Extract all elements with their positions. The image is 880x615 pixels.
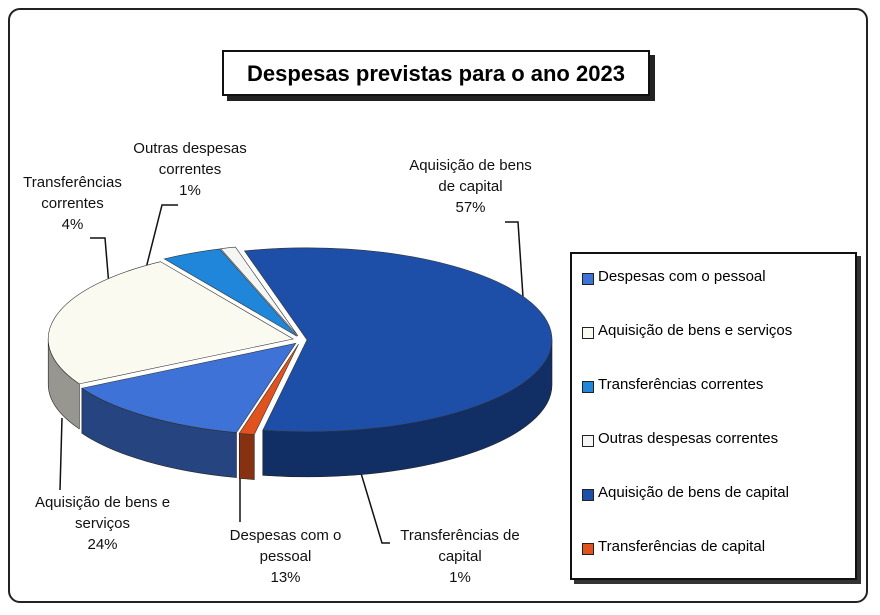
data-label: Aquisição de bens e serviços 24% [20,492,185,555]
data-label-name: Aquisição de bens e serviços [34,494,171,532]
data-label: Transferências correntes 4% [10,172,135,235]
data-label-value: 13% [270,569,301,586]
legend-label: Despesas com o pessoal [598,268,766,285]
slice-tops [47,246,553,435]
slice [163,248,298,337]
chart-title: Despesas previstas para o ano 2023 [222,50,650,96]
data-label: Despesas com o pessoal 13% [218,525,353,588]
data-label: Outras despesas correntes 1% [120,138,260,201]
legend-item: Transferências correntes [572,376,855,430]
data-label-name: Outras despesas correntes [133,140,247,178]
slice [47,261,295,385]
data-label-name: Despesas com o pessoal [229,527,342,565]
legend-label: Transferências correntes [598,376,764,393]
chart-frame [8,8,868,603]
data-label-value: 24% [87,536,118,553]
slice [220,246,299,337]
legend-label: Transferências de capital [598,538,766,555]
slice-sides [47,338,553,480]
legend-swatch [582,543,594,555]
leader-line [139,204,178,293]
legend-label: Outras despesas correntes [598,430,779,447]
slice [238,343,299,435]
legend-swatch [582,489,594,501]
data-label-value: 4% [61,216,84,233]
data-label-value: 57% [455,199,486,216]
legend-item: Aquisição de bens e serviços [572,322,855,376]
data-label-value: 1% [449,569,471,586]
slice [243,247,553,433]
legend-swatch [582,435,594,447]
legend-swatch [582,273,594,285]
legend-label: Aquisição de bens de capital [598,484,789,501]
legend-label: Aquisição de bens e serviços [598,322,793,339]
legend-swatch [582,327,594,339]
slice [81,342,297,433]
leader-line [505,221,525,313]
slice-side [238,433,255,480]
data-label-name: Transferências correntes [23,174,122,212]
legend-swatch [582,381,594,393]
legend-item: Despesas com o pessoal [572,268,855,322]
leader-line [59,417,63,491]
data-label: Aquisição de bens de capital 57% [403,155,538,218]
leader-line [90,237,111,299]
legend-item: Transferências de capital [572,538,855,592]
legend-item: Aquisição de bens de capital [572,484,855,538]
data-label-value: 1% [179,182,201,199]
data-label-name: Transferências de capital [400,527,520,565]
legend-item: Outras despesas correntes [572,430,855,484]
legend: Despesas com o pessoal Aquisição de bens … [570,252,857,580]
data-label: Transferências de capital 1% [385,525,535,588]
data-label-name: Aquisição de bens de capital [409,157,532,195]
